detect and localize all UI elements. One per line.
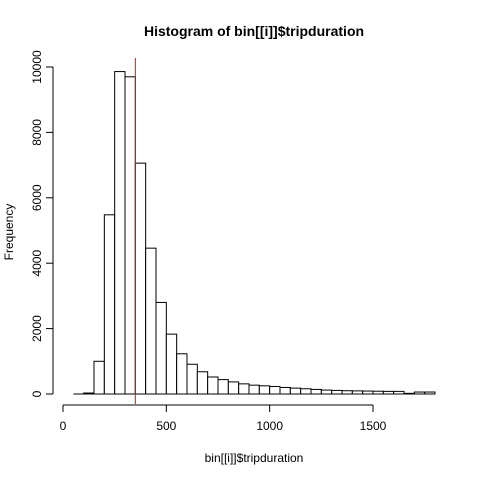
histogram-bar: [217, 379, 229, 395]
x-tick-label: 1000: [256, 419, 283, 433]
histogram-bar: [258, 385, 271, 395]
y-tick-label: 0: [30, 390, 44, 397]
histogram-bar: [196, 371, 209, 395]
histogram-bar: [279, 386, 291, 395]
histogram-bar: [176, 353, 188, 395]
histogram-bar: [269, 385, 281, 395]
x-axis-label: bin[[i]]$tripduration: [205, 451, 304, 465]
histogram-bar: [413, 391, 426, 395]
histogram-bar: [186, 363, 198, 395]
histogram-bar: [393, 390, 405, 395]
chart-title: Histogram of bin[[i]]$tripduration: [144, 23, 364, 39]
y-tick-label: 10000: [30, 50, 44, 84]
histogram-bar: [424, 391, 436, 395]
histogram-bar: [320, 389, 333, 395]
histogram-bar: [372, 390, 384, 395]
histogram-bar: [341, 390, 353, 395]
histogram-bar: [382, 390, 395, 395]
x-tick-label: 500: [156, 419, 176, 433]
histogram-bar: [114, 71, 126, 395]
histogram-bar: [145, 247, 157, 395]
y-tick-label: 8000: [30, 119, 44, 146]
histogram-bar: [403, 392, 415, 395]
histogram-bar: [93, 360, 105, 395]
x-tick-label: 0: [60, 419, 67, 433]
histogram-bar: [331, 389, 343, 395]
y-axis-label: Frequency: [2, 204, 16, 261]
histogram-bar: [227, 381, 240, 395]
y-axis: 0 2000 4000 6000 8000 10000: [30, 50, 54, 397]
x-tick-label: 1500: [360, 419, 387, 433]
histogram-bar: [207, 376, 219, 395]
histogram-bar: [103, 214, 116, 395]
histogram-bar: [248, 384, 260, 395]
y-tick-label: 2000: [30, 315, 44, 342]
histogram-bar: [310, 388, 322, 395]
histogram-bar: [351, 390, 364, 395]
histogram-bar: [300, 388, 312, 395]
histogram-bar: [83, 392, 95, 395]
histogram-bar: [155, 301, 167, 395]
y-tick-label: 6000: [30, 184, 44, 211]
histogram-bar: [238, 383, 250, 395]
histogram-bar: [134, 162, 147, 395]
histogram-bar: [124, 76, 136, 395]
histogram-bar: [289, 387, 302, 395]
y-tick-label: 4000: [30, 250, 44, 277]
histogram-bar: [362, 390, 374, 395]
x-axis: 0 500 1000 1500: [60, 404, 387, 433]
histogram-bar: [165, 333, 178, 395]
histogram-bars: [73, 71, 436, 395]
